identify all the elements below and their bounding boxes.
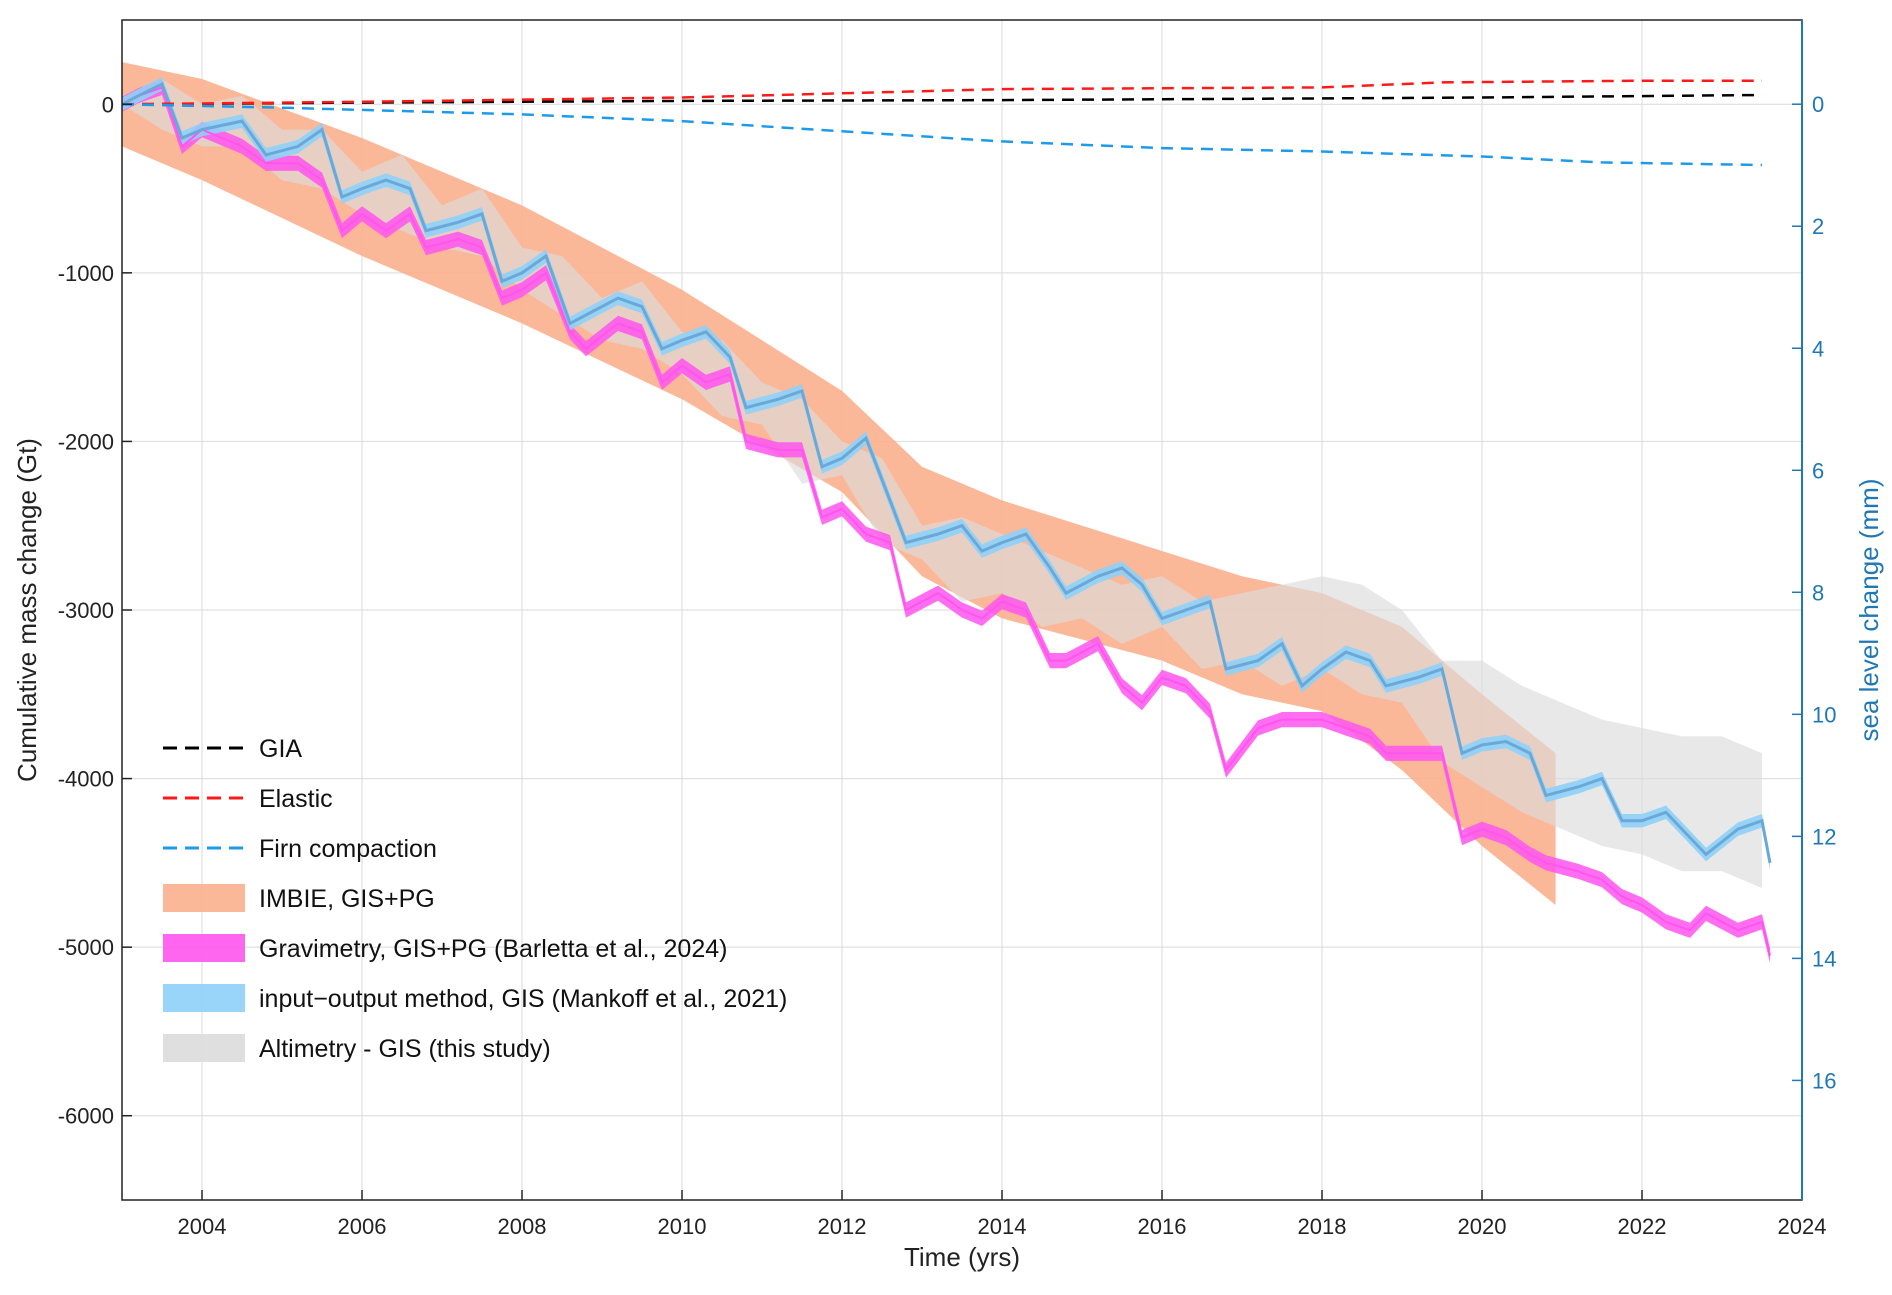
x-tick-label: 2016 xyxy=(1138,1214,1187,1239)
x-tick-label: 2022 xyxy=(1618,1214,1667,1239)
input-output-band xyxy=(122,77,1770,870)
legend-swatch-band xyxy=(163,884,245,912)
legend-swatch-band xyxy=(163,984,245,1012)
y-tick-label: -2000 xyxy=(58,429,114,454)
y2-tick-label: 14 xyxy=(1812,946,1836,971)
y-tick-label: 0 xyxy=(102,92,114,117)
y-tick-label: -3000 xyxy=(58,598,114,623)
x-tick-label: 2020 xyxy=(1458,1214,1507,1239)
x-axis-label: Time (yrs) xyxy=(904,1242,1020,1272)
x-tick-label: 2004 xyxy=(178,1214,227,1239)
elasticline xyxy=(122,79,1762,106)
legend: GIA Elastic Firn compaction IMBIE, GIS+PG Gr… xyxy=(163,735,787,1063)
gravimetry-band xyxy=(122,79,1770,964)
y-tick-label: -5000 xyxy=(58,935,114,960)
y-tick-label: -6000 xyxy=(58,1104,114,1129)
band-layer xyxy=(122,62,1770,964)
axes: 2004 2006 2008 2010 2012 2014 2016 2018 2020 2022… xyxy=(58,20,1836,1239)
x-tick-label: 2006 xyxy=(338,1214,387,1239)
legend-label: GIA xyxy=(259,735,302,763)
legend-label: Elastic xyxy=(259,785,333,813)
gravimetry-line xyxy=(122,86,1771,956)
legend-swatch-band xyxy=(163,934,245,962)
y2-axis-label: sea level change (mm) xyxy=(1854,479,1884,742)
y2-tick-label: 6 xyxy=(1812,458,1824,483)
legend-label: Gravimetry, GIS+PG (Barletta et al., 202… xyxy=(259,935,727,963)
y2-tick-label: 12 xyxy=(1812,824,1836,849)
x-tick-label: 2018 xyxy=(1298,1214,1347,1239)
line-layer xyxy=(122,79,1772,956)
y2-tick-label: 4 xyxy=(1812,336,1824,361)
x-tick-label: 2008 xyxy=(498,1214,547,1239)
legend-swatch-band xyxy=(163,1034,245,1062)
y2-tick-label: 16 xyxy=(1812,1068,1836,1093)
y-tick-label: -1000 xyxy=(58,261,114,286)
x-tick-label: 2010 xyxy=(658,1214,707,1239)
firn-compactionline xyxy=(122,103,1763,167)
legend-label: IMBIE, GIS+PG xyxy=(259,885,435,913)
legend-label: Firn compaction xyxy=(259,835,437,863)
y2-tick-label: 2 xyxy=(1812,214,1824,239)
x-tick-label: 2014 xyxy=(978,1214,1027,1239)
y2-tick-label: 8 xyxy=(1812,580,1824,605)
input-output-line xyxy=(122,82,1772,864)
legend-label: input−output method, GIS (Mankoff et al.… xyxy=(259,985,787,1013)
y2-tick-label: 0 xyxy=(1812,92,1824,117)
x-tick-label: 2012 xyxy=(818,1214,867,1239)
imbie-band xyxy=(122,62,1556,906)
x-tick-label: 2024 xyxy=(1778,1214,1827,1239)
y-axis-label: Cumulative mass change (Gt) xyxy=(12,438,42,782)
y-tick-label: -4000 xyxy=(58,767,114,792)
y2-tick-label: 10 xyxy=(1812,702,1836,727)
legend-label: Altimetry - GIS (this study) xyxy=(259,1035,551,1063)
